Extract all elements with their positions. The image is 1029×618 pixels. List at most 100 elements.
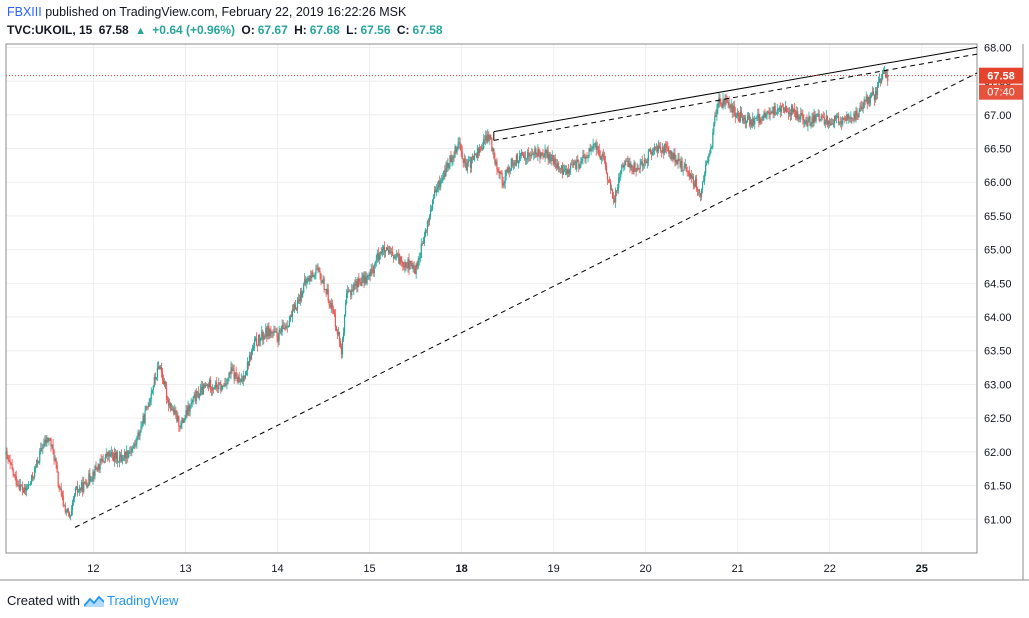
candle-body: [601, 153, 603, 157]
candle-body: [384, 250, 387, 253]
candle-body: [715, 115, 717, 117]
candle-body: [47, 437, 49, 442]
candle-body: [327, 288, 329, 302]
candle-body: [603, 156, 605, 162]
candle-body: [364, 276, 366, 283]
candle-body: [91, 478, 93, 481]
candle-body: [113, 453, 116, 462]
candle-body: [62, 496, 64, 506]
candle-body: [809, 116, 811, 126]
candle-body: [295, 309, 298, 311]
candle-body: [714, 115, 716, 124]
candle-body: [452, 156, 454, 161]
candle-body: [33, 476, 35, 478]
candle-body: [768, 112, 770, 115]
candle-body: [193, 394, 195, 398]
candle-body: [298, 299, 301, 302]
candle-body: [331, 302, 333, 309]
candle-body: [360, 282, 362, 286]
candle-body: [465, 162, 467, 171]
publisher-username[interactable]: FBXIII: [7, 5, 42, 19]
candle-body: [438, 180, 440, 187]
candle-body: [591, 148, 593, 149]
candle-body: [346, 293, 348, 304]
candle-body: [775, 113, 777, 115]
candle-body: [142, 415, 144, 427]
candle-body: [321, 281, 323, 283]
trendline-resistance-dashed[interactable]: [493, 53, 978, 141]
candle-body: [619, 177, 621, 178]
candle-body: [886, 75, 888, 78]
candle-body: [404, 261, 406, 268]
candle-body: [322, 278, 324, 282]
candle-body: [766, 111, 768, 116]
candle-body: [228, 372, 230, 378]
candle-body: [265, 327, 267, 337]
candle-body: [40, 448, 42, 452]
candle-body: [793, 108, 795, 113]
candle-body: [617, 187, 619, 191]
trendline-support-dashed[interactable]: [74, 72, 978, 528]
candle-body: [328, 301, 330, 306]
candle-body: [788, 113, 791, 115]
candle-body: [713, 123, 715, 133]
candle-body: [443, 170, 445, 178]
candle-body: [143, 415, 145, 424]
candle-body: [563, 169, 566, 171]
candle-body: [172, 408, 174, 410]
candle-body: [365, 276, 367, 284]
candle-body: [579, 166, 581, 169]
candle-body: [508, 167, 510, 172]
candle-body: [752, 118, 754, 127]
candle-body: [433, 189, 436, 198]
candle-body: [145, 406, 147, 411]
candle-body: [118, 456, 121, 462]
candle-body: [137, 432, 139, 438]
candle-body: [205, 384, 208, 386]
candle-body: [251, 348, 254, 352]
candle-body: [487, 134, 489, 143]
candle-body: [297, 299, 300, 301]
candle-body: [242, 375, 244, 382]
price-chart[interactable]: 61.00 61.50 62.00 62.50 63.00 63.50 64.00 64.50…: [0, 0, 1029, 590]
candle-body: [500, 172, 502, 174]
candle-body: [690, 173, 692, 179]
candle-body: [646, 161, 648, 164]
candle-body: [208, 379, 211, 388]
candle-body: [732, 106, 734, 113]
candle-body: [415, 264, 417, 275]
time-axis-label: 25: [916, 563, 928, 575]
candle-body: [884, 70, 886, 73]
candle-body: [361, 277, 363, 286]
candle-body: [645, 161, 647, 164]
candle-body: [545, 149, 547, 154]
candle-body: [798, 116, 800, 120]
tradingview-brand[interactable]: TradingView: [106, 593, 179, 608]
candle-body: [66, 509, 68, 512]
time-axis-label: 15: [363, 563, 375, 575]
candle-body: [173, 408, 175, 415]
candle-body: [598, 149, 600, 156]
candle-body: [729, 105, 731, 108]
candle-body: [770, 112, 772, 114]
candle-body: [730, 104, 732, 108]
candle-body: [790, 105, 793, 116]
candle-body: [711, 146, 713, 148]
candle-body: [612, 198, 615, 199]
candle-body: [482, 148, 484, 150]
candle-body: [55, 458, 57, 466]
candle-body: [489, 135, 491, 140]
candle-body: [107, 452, 109, 457]
candle-body: [707, 161, 709, 163]
candle-body: [183, 420, 185, 423]
candle-body: [638, 168, 640, 170]
candle-body: [25, 488, 28, 491]
candle-body: [546, 150, 548, 154]
candle-body: [637, 167, 639, 169]
candle-body: [201, 386, 203, 395]
candle-body: [731, 104, 733, 113]
candle-body: [736, 112, 738, 116]
candle-body: [223, 385, 225, 387]
candle-body: [582, 155, 584, 159]
trendline-resistance-solid[interactable]: [493, 46, 978, 133]
